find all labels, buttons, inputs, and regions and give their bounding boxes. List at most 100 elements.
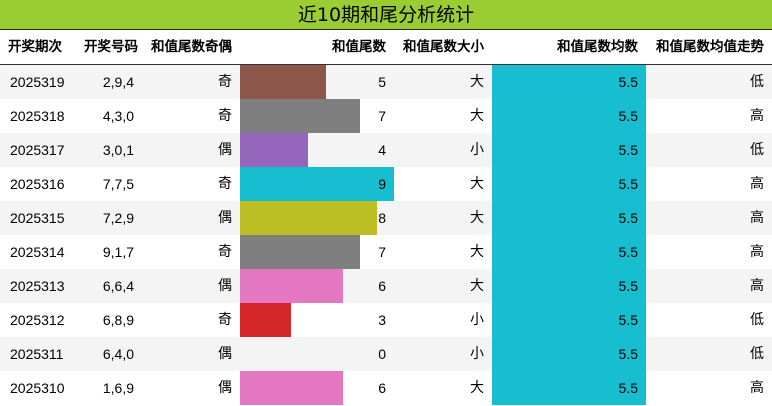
cell-parity: 奇 xyxy=(218,74,232,90)
cell-tail: 4 xyxy=(378,142,386,158)
table-row: 2025313 6,6,4 偶 6 大 5.5 高 xyxy=(0,269,772,303)
avg-bar xyxy=(492,371,646,405)
table-row: 2025311 6,4,0 偶 0 小 5.5 低 xyxy=(0,337,772,371)
cell-numbers: 4,3,0 xyxy=(102,108,134,124)
cell-parity: 奇 xyxy=(218,176,232,192)
table-row: 2025315 7,2,9 偶 8 大 5.5 高 xyxy=(0,201,772,235)
cell-size: 小 xyxy=(470,312,484,328)
cell-parity: 偶 xyxy=(218,142,232,158)
table-row: 2025310 1,6,9 偶 6 大 5.5 高 xyxy=(0,371,772,405)
table-row: 2025318 4,3,0 奇 7 大 5.5 高 xyxy=(0,99,772,133)
cell-avg: 5.5 xyxy=(618,210,638,226)
cell-avg: 5.5 xyxy=(618,74,638,90)
cell-size: 小 xyxy=(470,346,484,362)
tail-bar xyxy=(240,133,308,167)
cell-trend: 低 xyxy=(750,142,764,158)
cell-trend: 高 xyxy=(750,108,764,124)
cell-avg: 5.5 xyxy=(618,176,638,192)
cell-numbers: 1,6,9 xyxy=(102,380,134,396)
cell-avg: 5.5 xyxy=(618,278,638,294)
table-row: 2025316 7,7,5 奇 9 大 5.5 高 xyxy=(0,167,772,201)
cell-numbers: 6,4,0 xyxy=(102,346,134,362)
avg-bar xyxy=(492,133,646,167)
cell-trend: 低 xyxy=(750,312,764,328)
cell-size: 大 xyxy=(470,108,484,124)
header-tail: 和值尾数 xyxy=(332,39,386,55)
cell-numbers: 7,7,5 xyxy=(102,176,134,192)
cell-period: 2025310 xyxy=(10,380,65,396)
cell-trend: 高 xyxy=(750,244,764,260)
avg-bar xyxy=(492,99,646,133)
tail-bar xyxy=(240,371,343,405)
cell-tail: 8 xyxy=(378,210,386,226)
cell-parity: 偶 xyxy=(218,210,232,226)
cell-period: 2025319 xyxy=(10,74,65,90)
avg-bar xyxy=(492,269,646,303)
header-numbers: 开奖号码 xyxy=(84,39,138,55)
cell-parity: 偶 xyxy=(218,380,232,396)
cell-avg: 5.5 xyxy=(618,346,638,362)
cell-parity: 奇 xyxy=(218,244,232,260)
cell-avg: 5.5 xyxy=(618,380,638,396)
avg-bar xyxy=(492,235,646,269)
cell-period: 2025312 xyxy=(10,312,65,328)
cell-trend: 低 xyxy=(750,74,764,90)
cell-size: 大 xyxy=(470,176,484,192)
cell-avg: 5.5 xyxy=(618,312,638,328)
cell-numbers: 6,6,4 xyxy=(102,278,134,294)
header-size: 和值尾数大小 xyxy=(403,39,484,55)
header-divider xyxy=(0,64,772,65)
cell-tail: 6 xyxy=(378,278,386,294)
tail-bar xyxy=(240,201,377,235)
cell-parity: 偶 xyxy=(218,278,232,294)
cell-parity: 偶 xyxy=(218,346,232,362)
avg-bar xyxy=(492,65,646,99)
cell-trend: 高 xyxy=(750,210,764,226)
tail-bar xyxy=(240,65,326,99)
table-row: 2025319 2,9,4 奇 5 大 5.5 低 xyxy=(0,65,772,99)
cell-numbers: 3,0,1 xyxy=(102,142,134,158)
tail-bar xyxy=(240,235,360,269)
header-period: 开奖期次 xyxy=(8,39,62,55)
table-row: 2025312 6,8,9 奇 3 小 5.5 低 xyxy=(0,303,772,337)
header-trend: 和值尾数均值走势 xyxy=(656,39,764,55)
table-header: 开奖期次 开奖号码 和值尾数奇偶 和值尾数 和值尾数大小 和值尾数均数 和值尾数… xyxy=(0,30,772,64)
cell-size: 大 xyxy=(470,278,484,294)
cell-trend: 高 xyxy=(750,278,764,294)
cell-tail: 7 xyxy=(378,244,386,260)
avg-bar xyxy=(492,337,646,371)
cell-period: 2025317 xyxy=(10,142,65,158)
cell-tail: 0 xyxy=(378,346,386,362)
cell-parity: 奇 xyxy=(218,312,232,328)
cell-avg: 5.5 xyxy=(618,108,638,124)
cell-size: 大 xyxy=(470,244,484,260)
cell-trend: 高 xyxy=(750,176,764,192)
cell-numbers: 6,8,9 xyxy=(102,312,134,328)
cell-numbers: 2,9,4 xyxy=(102,74,134,90)
cell-period: 2025311 xyxy=(10,346,64,362)
cell-tail: 5 xyxy=(378,74,386,90)
cell-period: 2025315 xyxy=(10,210,65,226)
cell-period: 2025314 xyxy=(10,244,65,260)
cell-tail: 9 xyxy=(378,176,386,192)
cell-avg: 5.5 xyxy=(618,244,638,260)
cell-size: 大 xyxy=(470,380,484,396)
tail-bar xyxy=(240,269,343,303)
cell-size: 大 xyxy=(470,210,484,226)
cell-period: 2025316 xyxy=(10,176,65,192)
cell-tail: 3 xyxy=(378,312,386,328)
cell-size: 小 xyxy=(470,142,484,158)
table-row: 2025317 3,0,1 偶 4 小 5.5 低 xyxy=(0,133,772,167)
cell-tail: 7 xyxy=(378,108,386,124)
cell-period: 2025313 xyxy=(10,278,65,294)
cell-numbers: 7,2,9 xyxy=(102,210,134,226)
cell-period: 2025318 xyxy=(10,108,65,124)
cell-parity: 奇 xyxy=(218,108,232,124)
tail-bar xyxy=(240,303,291,337)
cell-avg: 5.5 xyxy=(618,142,638,158)
table-title: 近10期和尾分析统计 xyxy=(0,0,772,30)
avg-bar xyxy=(492,167,646,201)
tail-bar xyxy=(240,99,360,133)
table-row: 2025314 9,1,7 奇 7 大 5.5 高 xyxy=(0,235,772,269)
header-avg: 和值尾数均数 xyxy=(557,39,638,55)
